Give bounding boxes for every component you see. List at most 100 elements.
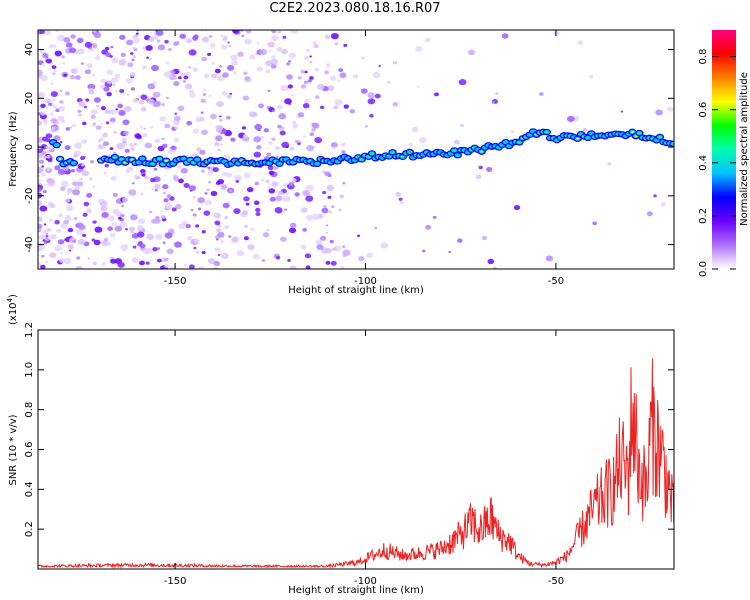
spectral-blob — [104, 109, 111, 114]
spectral-blob — [275, 146, 280, 150]
spectral-blob — [128, 189, 137, 196]
spectral-blob — [422, 249, 426, 253]
spectral-blob — [144, 142, 153, 149]
spectral-blob — [129, 226, 136, 232]
spectral-blob — [49, 252, 57, 259]
spectral-blob — [119, 221, 128, 228]
spectral-blob — [151, 64, 159, 72]
spectral-blob — [229, 92, 233, 95]
spectral-blob — [267, 89, 271, 92]
spectral-blob — [45, 235, 49, 238]
spectral-blob — [178, 178, 184, 184]
spectral-blob — [138, 218, 146, 225]
spectral-blob — [41, 172, 46, 177]
spectral-blob — [57, 173, 61, 176]
spectral-blob — [118, 216, 122, 220]
spectral-blob — [120, 52, 127, 58]
ridge-mark — [164, 159, 168, 162]
spectral-blob — [111, 77, 119, 84]
spectral-blob — [588, 74, 594, 79]
spectral-blob — [52, 104, 57, 109]
spectral-blob — [145, 44, 153, 51]
spectral-blob — [305, 265, 311, 269]
spectral-blob — [289, 265, 297, 269]
spectral-blob — [192, 196, 196, 199]
spectral-blob — [174, 241, 182, 248]
spectral-blob — [43, 121, 48, 125]
spectral-blob — [319, 105, 325, 110]
spectral-blob — [38, 187, 42, 192]
spectral-blob — [121, 204, 125, 208]
spectral-blob — [92, 73, 96, 77]
spectral-blob — [38, 120, 43, 126]
spectral-blob — [173, 176, 179, 182]
spectral-blob — [51, 98, 56, 102]
spectral-blob — [82, 121, 87, 126]
spectral-blob — [242, 95, 250, 101]
spectral-blob — [103, 86, 110, 92]
spectral-blob — [117, 262, 125, 268]
spectral-blob — [327, 195, 332, 199]
spectral-blob — [188, 49, 197, 56]
spectral-blob — [109, 117, 116, 123]
spectral-blob — [49, 203, 56, 209]
spectral-blob — [333, 105, 339, 110]
spectral-blob — [85, 98, 90, 102]
spectral-blob — [276, 47, 283, 53]
spectral-blob — [282, 35, 287, 39]
spectral-blob — [73, 150, 81, 157]
spectral-blob — [49, 112, 54, 116]
spectral-blob — [130, 147, 135, 151]
spectral-blob — [89, 160, 94, 164]
spectral-blob — [100, 106, 106, 111]
spectral-blob — [63, 73, 67, 77]
spectrogram-y-label: Frequency (Hz) — [8, 111, 19, 187]
spectral-blob — [67, 227, 74, 233]
ridge-mark — [631, 130, 634, 133]
spectral-blob — [231, 237, 239, 243]
spectral-blob — [271, 30, 277, 34]
spectral-blob — [378, 64, 382, 68]
spectral-blob — [146, 233, 154, 240]
spectral-blob — [44, 237, 50, 242]
spectral-blob — [130, 52, 134, 55]
spectral-blob — [260, 135, 265, 140]
spectral-blob — [67, 192, 70, 195]
spectral-blob — [84, 41, 93, 48]
ridge-mark — [203, 163, 206, 166]
spectral-blob — [203, 88, 207, 92]
spectral-blob — [77, 113, 82, 117]
spectral-blob — [50, 82, 54, 85]
spectral-blob — [129, 143, 135, 148]
spectral-blob — [109, 55, 113, 58]
spectral-blob — [235, 179, 240, 183]
spectral-blob — [39, 153, 44, 158]
spectral-blob — [40, 74, 49, 82]
spectral-blob — [101, 211, 109, 219]
spectral-blob — [197, 207, 202, 211]
spectral-blob — [140, 192, 144, 196]
spectral-blob — [222, 72, 229, 78]
spectral-blob — [225, 115, 231, 120]
spectral-blob — [42, 190, 47, 194]
spectral-blob — [201, 129, 208, 136]
spectral-blob — [183, 263, 188, 267]
spectral-blob — [108, 109, 116, 116]
spectral-blob — [100, 78, 106, 83]
spectral-blob — [112, 83, 116, 86]
spectral-blob — [244, 38, 252, 45]
spectral-blob — [76, 181, 84, 187]
spectral-blob — [57, 168, 66, 175]
spectral-blob — [173, 137, 180, 143]
spectral-blob — [131, 182, 135, 185]
spectral-blob — [646, 211, 653, 217]
spectral-blob — [135, 32, 139, 35]
spectral-blob — [77, 48, 85, 55]
spectral-blob — [475, 174, 482, 180]
spectral-blob — [98, 139, 102, 143]
spectral-blob — [152, 91, 161, 98]
spectral-blob — [227, 41, 230, 44]
spectral-blob — [213, 260, 221, 267]
spectral-blob — [75, 265, 83, 269]
spectral-blob — [207, 257, 216, 265]
